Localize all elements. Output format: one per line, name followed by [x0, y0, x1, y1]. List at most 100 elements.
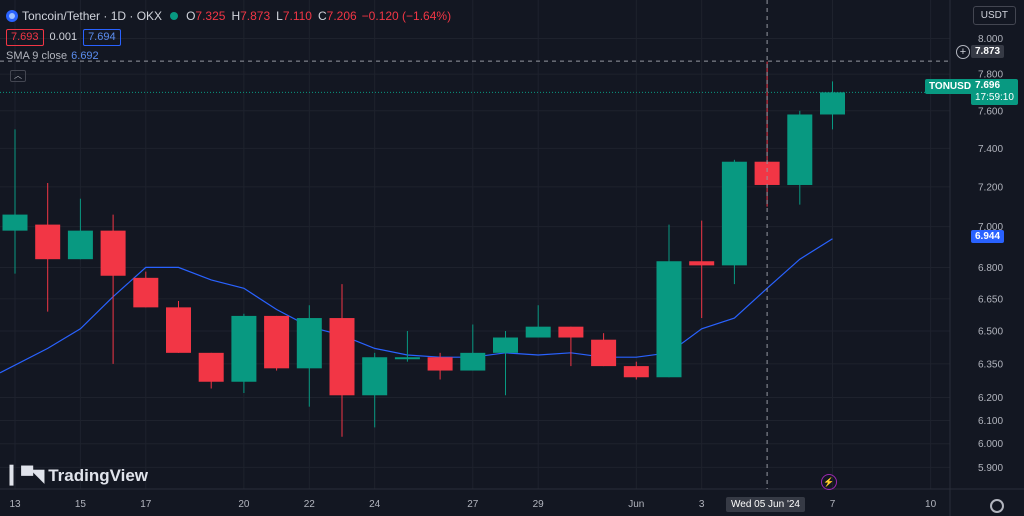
candle — [166, 300, 191, 353]
collapse-legend-button[interactable]: ︿ — [10, 70, 26, 82]
price-tick-label: 6.800 — [978, 263, 1003, 274]
candle — [493, 330, 518, 396]
toncoin-icon — [6, 10, 18, 22]
candle — [264, 315, 290, 371]
candle — [721, 159, 747, 285]
symbol-title[interactable]: Toncoin/Tether · 1D · OKX — [22, 9, 163, 23]
candle-body — [166, 307, 191, 353]
market-open-icon — [170, 12, 179, 20]
candle-body — [296, 318, 322, 369]
sma-price-tag: 6.944 — [971, 230, 1005, 243]
sma-value: 6.692 — [71, 50, 99, 62]
high-value: 7.873 — [240, 9, 271, 23]
candle — [133, 271, 159, 308]
tradingview-wordmark: TradingView — [48, 466, 149, 485]
price-tick-label: 6.000 — [978, 439, 1003, 450]
time-tick-label: 7 — [830, 499, 836, 510]
sma-line — [0, 238, 833, 374]
candle-body — [67, 230, 93, 260]
candle — [296, 305, 322, 407]
price-axis: 8.000 7.800 7.600 7.400 7.200 7.000 6.800 6.650… — [949, 0, 1003, 516]
candle-body — [721, 161, 747, 266]
plus-icon[interactable]: + — [956, 45, 970, 59]
close-value: 7.206 — [326, 9, 357, 23]
price-tick-label: 6.500 — [978, 326, 1003, 337]
spread-value: 0.001 — [49, 31, 78, 43]
open-label: O — [186, 9, 196, 23]
sma-label[interactable]: SMA 9 close — [6, 50, 68, 62]
candle — [754, 61, 780, 207]
candle-body — [394, 357, 420, 360]
gear-icon[interactable] — [990, 499, 1004, 513]
candle — [656, 224, 682, 378]
candle — [820, 81, 845, 130]
time-tick-label: 15 — [75, 499, 87, 510]
candle-body — [329, 318, 355, 396]
candle-body — [35, 224, 61, 260]
currency-button[interactable]: USDT — [972, 6, 1016, 25]
sma-row: SMA 9 close 6.692 — [6, 47, 451, 65]
candle — [427, 352, 453, 380]
symbol-tag: TONUSDT — [925, 79, 982, 94]
price-tick-label: 6.650 — [978, 294, 1003, 305]
candle-body — [264, 315, 290, 369]
candle — [362, 352, 388, 428]
flash-icon[interactable]: ⚡ — [821, 474, 837, 490]
candle — [198, 352, 224, 389]
candle — [525, 305, 551, 338]
candle — [787, 110, 813, 205]
candle-body — [820, 92, 845, 115]
countdown-value: 17:59:10 — [975, 92, 1014, 103]
candle-body — [198, 352, 224, 382]
price-tick-label: 6.350 — [978, 359, 1003, 370]
buy-price-button[interactable]: 7.694 — [83, 28, 121, 46]
symbol-row: Toncoin/Tether · 1D · OKX O 7.325 H 7.873 … — [6, 7, 451, 25]
bid-ask-row: 7.693 0.001 7.694 — [6, 28, 451, 46]
chart-grid — [0, 0, 950, 489]
candle — [329, 284, 355, 437]
low-value: 7.110 — [282, 9, 312, 23]
candle-body — [689, 261, 715, 266]
candle — [2, 129, 28, 274]
time-tick-label: 22 — [304, 499, 316, 510]
time-tick-label: 10 — [925, 499, 937, 510]
candle — [623, 361, 649, 380]
sell-price-button[interactable]: 7.693 — [6, 28, 44, 46]
candle-body — [591, 339, 617, 367]
tradingview-logo-icon: ▎▀◥ — [10, 466, 44, 485]
time-tick-label: 24 — [369, 499, 381, 510]
crosshair-date-tag: Wed 05 Jun '24 — [726, 497, 805, 512]
time-tick-label: Jun — [628, 499, 644, 510]
candle-body — [558, 326, 584, 338]
candle-body — [427, 357, 453, 371]
tradingview-logo[interactable]: ▎▀◥ TradingView — [10, 466, 148, 486]
time-tick-label: 29 — [533, 499, 545, 510]
candle — [689, 220, 715, 319]
time-axis: 13 15 17 20 22 24 27 29 Jun 3 7 10 — [0, 488, 1024, 510]
last-price-tag: 7.696 17:59:10 — [971, 79, 1018, 105]
candle-body — [623, 366, 649, 378]
time-tick-label: 20 — [238, 499, 250, 510]
candle-body — [525, 326, 551, 338]
close-label: C — [317, 9, 327, 23]
sma-layer — [0, 238, 833, 374]
candle — [460, 324, 486, 371]
price-tick-label: 7.600 — [978, 106, 1003, 117]
time-tick-label: 13 — [9, 499, 21, 510]
chart-legend: Toncoin/Tether · 1D · OKX O 7.325 H 7.873 … — [6, 7, 451, 65]
candle-body — [100, 230, 126, 276]
price-tick-label: 6.100 — [978, 416, 1003, 427]
candle-body — [231, 315, 257, 382]
candle — [558, 326, 584, 367]
candle — [394, 330, 420, 362]
candle-body — [787, 114, 813, 185]
change-value: −0.120 (−1.64%) — [361, 9, 452, 23]
candle-body — [493, 337, 518, 353]
low-label: L — [276, 9, 283, 23]
candle — [35, 183, 61, 312]
candle-body — [133, 277, 159, 308]
high-label: H — [231, 9, 241, 23]
price-tick-label: 8.000 — [978, 34, 1003, 45]
candle — [100, 214, 126, 364]
